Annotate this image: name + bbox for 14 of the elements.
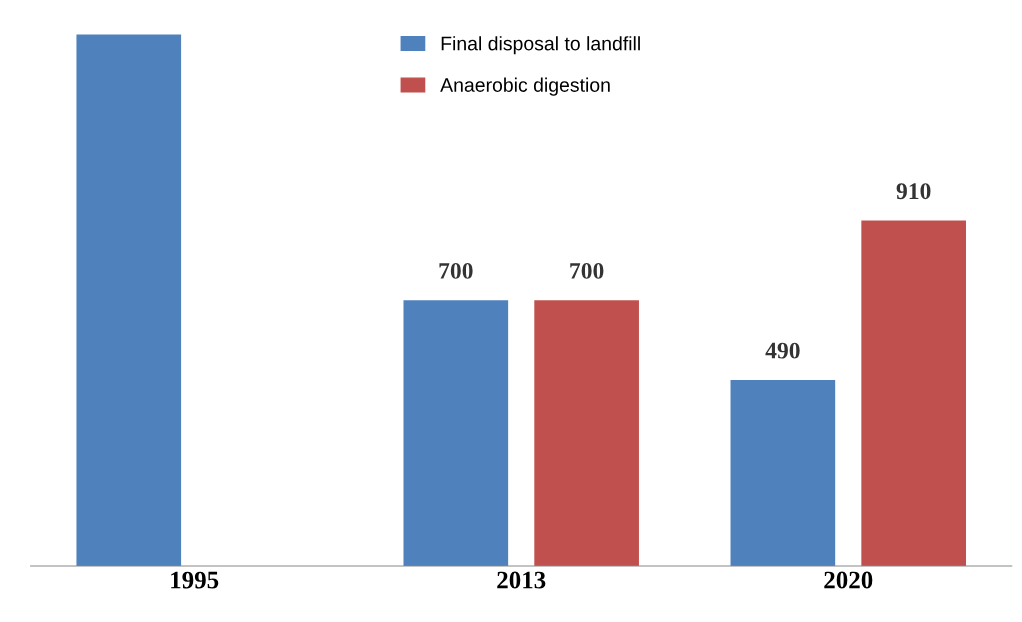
x-tick-label: 2020 — [824, 571, 873, 589]
bar — [861, 220, 966, 567]
data-label: 700 — [570, 262, 604, 279]
bar — [730, 380, 836, 567]
data-label: 910 — [896, 183, 931, 200]
legend-label: Anaerobic digestion — [440, 77, 610, 96]
bar — [403, 300, 509, 567]
data-label: 490 — [765, 342, 800, 359]
data-label: 700 — [439, 262, 473, 279]
legend-label: Final disposal to landfill — [441, 36, 640, 55]
bar — [76, 34, 182, 567]
x-tick-label: 2013 — [497, 571, 546, 589]
bar — [534, 300, 639, 567]
x-tick-label: 1995 — [171, 571, 219, 589]
